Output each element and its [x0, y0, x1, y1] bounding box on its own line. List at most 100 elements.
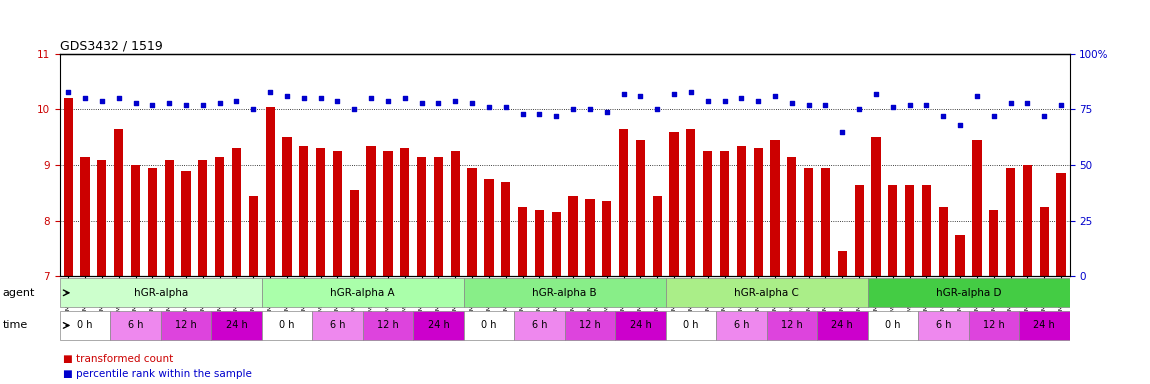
Bar	[313, 311, 362, 340]
Point	[497, 104, 515, 110]
Bar	[164, 160, 174, 276]
Bar	[1022, 165, 1032, 276]
Point	[598, 109, 616, 115]
Bar	[535, 210, 544, 276]
Point	[783, 100, 802, 106]
Bar	[262, 278, 463, 308]
Point	[228, 98, 246, 104]
Point	[934, 113, 952, 119]
Bar	[687, 129, 696, 276]
Text: 0 h: 0 h	[77, 320, 93, 331]
Point	[918, 102, 936, 108]
Bar	[565, 311, 615, 340]
Bar	[434, 157, 443, 276]
Bar	[60, 311, 110, 340]
Text: 0 h: 0 h	[683, 320, 698, 331]
Point	[1002, 100, 1020, 106]
Bar	[182, 170, 191, 276]
Point	[429, 100, 447, 106]
Bar	[1006, 168, 1015, 276]
Point	[564, 106, 582, 113]
Bar	[1040, 207, 1049, 276]
Bar	[956, 235, 965, 276]
Bar	[1057, 174, 1066, 276]
Bar	[716, 311, 767, 340]
Bar	[232, 148, 242, 276]
Point	[446, 98, 465, 104]
Point	[328, 98, 346, 104]
Bar	[615, 311, 666, 340]
Bar	[770, 140, 780, 276]
Bar	[867, 278, 1070, 308]
Bar	[968, 311, 1019, 340]
Point	[665, 91, 683, 97]
Point	[733, 95, 751, 101]
Bar	[922, 185, 932, 276]
Bar	[413, 311, 463, 340]
Text: 6 h: 6 h	[734, 320, 749, 331]
Text: 12 h: 12 h	[781, 320, 803, 331]
Point	[816, 102, 835, 108]
Bar	[767, 311, 816, 340]
Text: 6 h: 6 h	[936, 320, 951, 331]
Point	[951, 122, 969, 128]
Point	[833, 129, 851, 135]
Text: 24 h: 24 h	[629, 320, 651, 331]
Text: 0 h: 0 h	[279, 320, 294, 331]
Text: ■ transformed count: ■ transformed count	[63, 354, 174, 364]
Text: hGR-alpha: hGR-alpha	[133, 288, 187, 298]
Bar	[299, 146, 308, 276]
Point	[631, 93, 650, 99]
Bar	[720, 151, 729, 276]
Bar	[872, 137, 881, 276]
Bar	[518, 207, 527, 276]
Bar	[332, 151, 342, 276]
Text: 12 h: 12 h	[983, 320, 1005, 331]
Point	[76, 95, 94, 101]
Point	[799, 102, 818, 108]
Text: 0 h: 0 h	[481, 320, 497, 331]
Text: 12 h: 12 h	[175, 320, 197, 331]
Point	[143, 102, 161, 108]
Bar	[283, 137, 292, 276]
Point	[312, 95, 330, 101]
Text: hGR-alpha D: hGR-alpha D	[936, 288, 1002, 298]
Bar	[63, 98, 72, 276]
Bar	[262, 311, 313, 340]
Bar	[215, 157, 224, 276]
Point	[244, 106, 262, 113]
Point	[177, 102, 196, 108]
Bar	[98, 160, 107, 276]
Bar	[212, 311, 262, 340]
Bar	[114, 129, 123, 276]
Point	[210, 100, 229, 106]
Point	[749, 98, 767, 104]
Point	[513, 111, 531, 117]
Bar	[60, 278, 262, 308]
Point	[261, 89, 279, 95]
Bar	[367, 146, 376, 276]
Bar	[737, 146, 746, 276]
Point	[126, 100, 145, 106]
Bar	[467, 168, 477, 276]
Text: hGR-alpha C: hGR-alpha C	[734, 288, 799, 298]
Text: 6 h: 6 h	[330, 320, 345, 331]
Point	[581, 106, 599, 113]
Text: ■ percentile rank within the sample: ■ percentile rank within the sample	[63, 369, 252, 379]
Bar	[248, 196, 258, 276]
Text: agent: agent	[2, 288, 34, 298]
Point	[345, 106, 363, 113]
Bar	[316, 148, 325, 276]
Point	[378, 98, 397, 104]
Point	[647, 106, 666, 113]
Text: 6 h: 6 h	[531, 320, 547, 331]
Bar	[816, 311, 867, 340]
Point	[530, 111, 549, 117]
Point	[463, 100, 482, 106]
Bar	[753, 148, 762, 276]
Bar	[198, 160, 207, 276]
Bar	[619, 129, 628, 276]
Bar	[703, 151, 712, 276]
Bar	[147, 168, 158, 276]
Point	[614, 91, 632, 97]
